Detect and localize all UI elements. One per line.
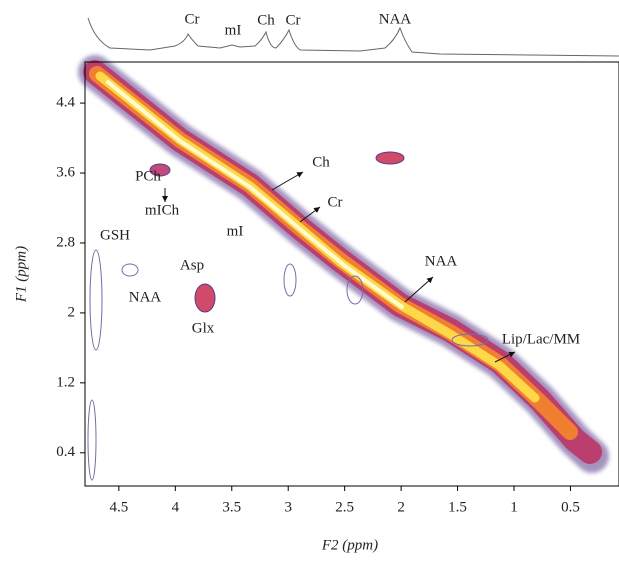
- annotation-arrows: [162, 171, 516, 363]
- spectrum-label: Cr: [185, 11, 200, 27]
- peak-annotation: mICh: [145, 202, 180, 218]
- x-axis-title: F2 (ppm): [321, 537, 378, 553]
- x-tick-label: 4: [172, 499, 180, 515]
- y-tick-label: 3.6: [56, 164, 75, 180]
- peak-annotation: Asp: [180, 257, 204, 273]
- contour-plot: [78, 55, 609, 481]
- plot-frame: [84, 61, 619, 487]
- peak-annotation: Glx: [192, 320, 215, 336]
- peak-annotation: mI: [227, 223, 244, 239]
- peak-annotation: Cr: [328, 194, 343, 210]
- x-tick-label: 1.5: [448, 499, 467, 515]
- spectrum-label: NAA: [379, 11, 412, 27]
- y-tick-label: 4.4: [56, 95, 75, 111]
- x-tick-label: 4.5: [109, 499, 128, 515]
- peak-annotation: NAA: [129, 289, 162, 305]
- peak-annotation: Lip/Lac/MM: [502, 331, 580, 347]
- spectrum-label: Cr: [286, 12, 301, 28]
- spectrum-label: mI: [225, 22, 242, 38]
- x-tick-label: 1: [510, 499, 518, 515]
- y-tick-label: 2: [68, 304, 76, 320]
- projection-spectrum: [87, 17, 619, 57]
- x-tick-label: 3.5: [222, 499, 241, 515]
- y-tick-label: 1.2: [56, 374, 75, 390]
- y-tick-label: 2.8: [56, 234, 75, 250]
- spectrum-label: Ch: [257, 12, 275, 28]
- y-axis-title: F1 (ppm): [13, 246, 29, 303]
- peak-annotation: GSH: [100, 227, 130, 243]
- x-tick-label: 3: [284, 499, 292, 515]
- peak-annotation: NAA: [425, 253, 458, 269]
- x-tick-label: 0.5: [561, 499, 580, 515]
- peak-annotation: Ch: [312, 154, 330, 170]
- y-tick-label: 0.4: [56, 444, 75, 460]
- x-tick-label: 2: [397, 499, 405, 515]
- peak-annotation: PCh: [135, 168, 161, 184]
- x-tick-label: 2.5: [335, 499, 354, 515]
